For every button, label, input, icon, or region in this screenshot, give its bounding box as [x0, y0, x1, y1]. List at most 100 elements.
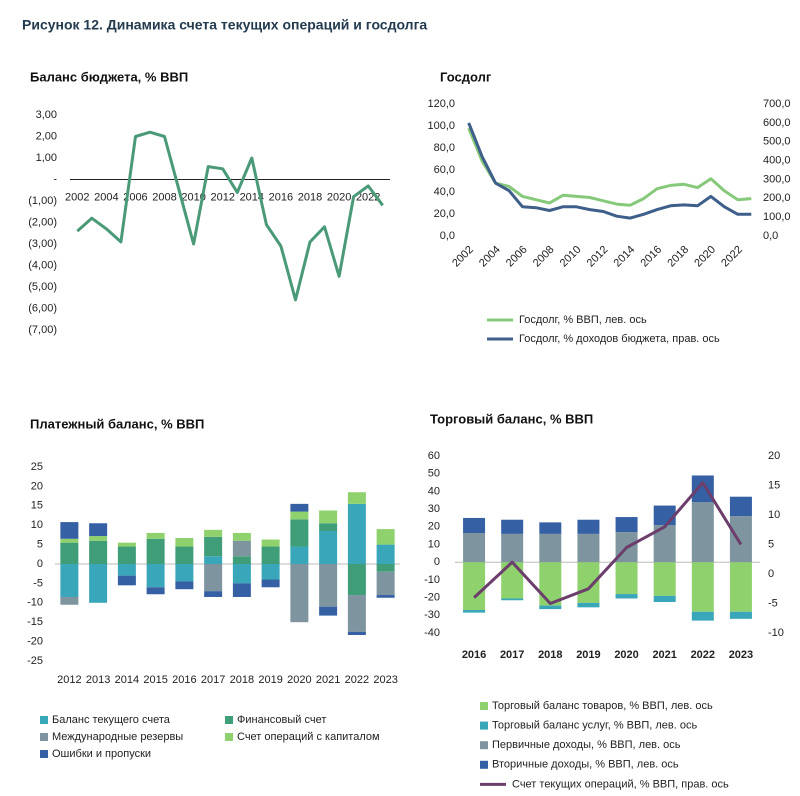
- y2-tick-label: 600,0: [763, 117, 791, 129]
- x-tick-label: 2008: [152, 191, 176, 203]
- bar: [539, 562, 562, 606]
- legend-swatch: [225, 716, 233, 724]
- bar: [653, 505, 676, 526]
- x-tick-label: 2018: [665, 244, 691, 270]
- legend-label: Счет операций с капиталом: [237, 731, 380, 743]
- bar: [89, 540, 108, 564]
- y2-tick-label: 20: [768, 450, 780, 462]
- bar: [232, 540, 251, 557]
- line: [467, 127, 752, 207]
- legend-label: Госдолг, % ВВП, лев. ось: [519, 314, 647, 326]
- y-tick-label: 40,0: [434, 186, 455, 198]
- x-tick-label: 2022: [345, 674, 369, 686]
- x-tick-label: 2016: [172, 674, 196, 686]
- bar: [319, 531, 338, 564]
- bar: [89, 523, 108, 537]
- bar: [729, 562, 752, 612]
- y-tick-label: -25: [27, 655, 43, 667]
- y-tick-label: 80,0: [434, 142, 455, 154]
- bar: [501, 598, 524, 601]
- y-tick-label: 60: [428, 450, 440, 462]
- bar: [117, 564, 136, 576]
- x-tick-label: 2006: [123, 191, 147, 203]
- bar: [261, 539, 280, 547]
- bar: [175, 581, 194, 590]
- x-tick-label: 2002: [450, 244, 476, 270]
- y2-tick-label: 5: [768, 538, 774, 550]
- bar: [577, 562, 600, 603]
- x-tick-label: 2012: [210, 191, 234, 203]
- y2-tick-label: 200,0: [763, 192, 791, 204]
- bar: [204, 536, 223, 557]
- y-tick-label: -15: [27, 616, 43, 628]
- bar: [347, 631, 366, 636]
- bar: [463, 532, 486, 563]
- y-tick-label: -20: [424, 592, 440, 604]
- bar: [261, 564, 280, 580]
- bar: [117, 575, 136, 586]
- legend-swatch: [40, 716, 48, 724]
- bar: [261, 579, 280, 588]
- bar: [60, 564, 79, 597]
- y-tick-label: 0,0: [440, 230, 455, 242]
- bar: [232, 564, 251, 584]
- bar: [204, 556, 223, 564]
- bar: [232, 583, 251, 597]
- y2-tick-label: -10: [768, 627, 784, 639]
- y2-tick-label: 10: [768, 509, 780, 521]
- x-tick-label: 2010: [558, 244, 584, 270]
- y-tick-label: 20: [31, 480, 43, 492]
- x-tick-label: 2020: [287, 674, 311, 686]
- bar: [729, 516, 752, 563]
- y-tick-label: 25: [31, 461, 43, 473]
- y-tick-label: 5: [37, 539, 43, 551]
- bar: [376, 571, 395, 596]
- legend-label: Госдолг, % доходов бюджета, прав. ось: [519, 333, 720, 345]
- bar: [146, 538, 165, 564]
- bar: [615, 517, 638, 533]
- bar: [463, 609, 486, 613]
- bar: [691, 562, 714, 612]
- bar: [691, 502, 714, 563]
- bar: [146, 532, 165, 539]
- x-tick-label: 2022: [719, 244, 745, 270]
- x-tick-label: 2020: [327, 191, 351, 203]
- bar: [691, 475, 714, 503]
- chart-title: Баланс бюджета, % ВВП: [30, 69, 188, 84]
- legend-label: Ошибки и пропуски: [52, 748, 151, 760]
- y-tick-label: 30: [428, 503, 440, 515]
- x-tick-label: 2010: [181, 191, 205, 203]
- bar: [501, 533, 524, 563]
- y-tick-label: 100,0: [427, 120, 455, 132]
- y-tick-label: 2,00: [36, 130, 57, 142]
- y-tick-label: 3,00: [36, 109, 57, 121]
- bar: [290, 511, 309, 520]
- x-tick-label: 2023: [729, 649, 753, 661]
- y-tick-label: (6,00): [28, 302, 57, 314]
- x-tick-label: 2023: [373, 674, 397, 686]
- y-tick-label: (7,00): [28, 324, 57, 336]
- bar: [204, 591, 223, 597]
- bar: [146, 587, 165, 595]
- legend-swatch: [480, 741, 488, 750]
- bar: [89, 536, 108, 541]
- x-tick-label: 2012: [57, 674, 81, 686]
- bar: [653, 525, 676, 563]
- bar: [232, 532, 251, 541]
- chart-title: Торговый баланс, % ВВП: [430, 411, 593, 426]
- y-tick-label: 50: [428, 468, 440, 480]
- y-tick-label: (4,00): [28, 259, 57, 271]
- x-tick-label: 2006: [504, 244, 530, 270]
- bar: [319, 606, 338, 616]
- x-tick-label: 2014: [612, 244, 638, 270]
- bar: [376, 595, 395, 598]
- legend-swatch: [480, 702, 488, 710]
- x-tick-label: 2016: [269, 191, 293, 203]
- bar: [615, 562, 638, 595]
- y-tick-label: 20,0: [434, 208, 455, 220]
- x-tick-label: 2004: [477, 244, 503, 270]
- y2-tick-label: 0,0: [763, 230, 778, 242]
- x-tick-label: 2018: [538, 649, 562, 661]
- y-tick-label: 1,00: [36, 152, 57, 164]
- y-tick-label: 0: [37, 558, 43, 570]
